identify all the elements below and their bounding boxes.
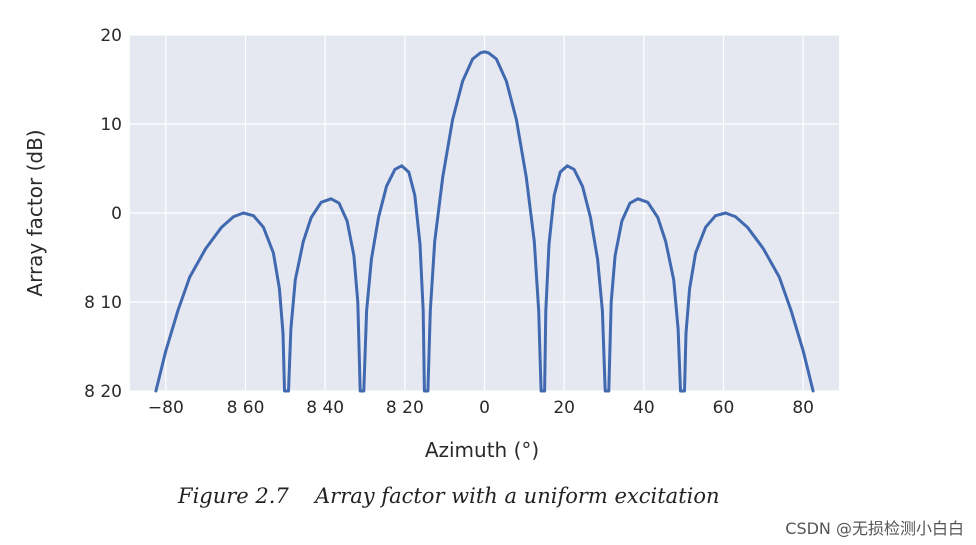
x-tick-label: 20 — [553, 398, 575, 418]
y-axis-title: Array factor (dB) — [23, 129, 47, 296]
x-tick-label: 8 60 — [227, 398, 265, 418]
x-tick-label: 8 40 — [306, 398, 344, 418]
x-tick-label: −80 — [148, 398, 184, 418]
grid-lines — [130, 34, 839, 392]
y-tick-label: 8 20 — [84, 382, 122, 402]
series-line — [154, 50, 815, 393]
x-tick-label: 0 — [479, 398, 490, 418]
y-tick-label: 20 — [100, 26, 122, 46]
x-tick-label: 8 20 — [386, 398, 424, 418]
data-series — [154, 50, 815, 393]
x-tick-label: 80 — [792, 398, 814, 418]
x-axis-ticks: −80 8 60 8 40 8 20 0 20 40 60 80 — [148, 398, 814, 418]
y-tick-label: 8 10 — [84, 293, 122, 313]
y-tick-label: 0 — [111, 204, 122, 224]
y-axis-ticks: 20 10 0 8 10 8 20 — [84, 26, 122, 402]
x-axis-title: Azimuth (°) — [425, 438, 539, 462]
chart: −80 8 60 8 40 8 20 0 20 40 60 80 20 10 0 8 10 8 20 A… — [23, 26, 839, 462]
x-tick-label: 60 — [713, 398, 735, 418]
x-tick-label: 40 — [633, 398, 655, 418]
watermark: CSDN @无损检测小白白 — [785, 519, 964, 538]
figure-caption-text: Array factor with a uniform excitation — [315, 484, 720, 508]
figure-number: Figure 2.7 — [178, 484, 289, 508]
y-tick-label: 10 — [100, 115, 122, 135]
